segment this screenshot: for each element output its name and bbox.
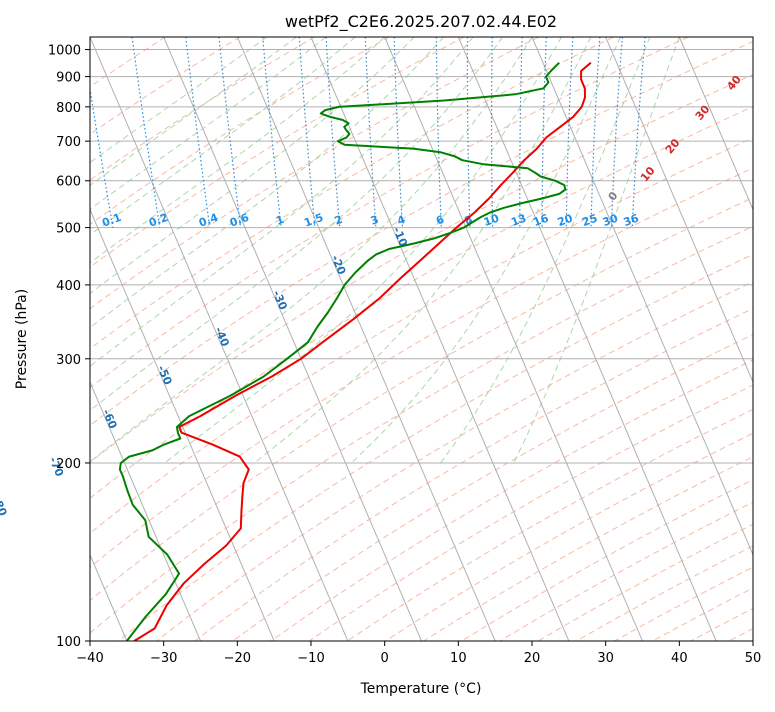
y-tick-label: 800 (56, 101, 81, 116)
y-tick-label: 100 (56, 635, 81, 650)
x-axis-label: Temperature (°C) (360, 681, 482, 697)
y-axis-label: Pressure (hPa) (14, 289, 30, 389)
y-tick-label: 900 (56, 71, 81, 86)
x-tick-label: 20 (524, 651, 541, 666)
y-tick-label: 600 (56, 175, 81, 190)
x-tick-label: 0 (381, 651, 389, 666)
x-tick-label: 10 (450, 651, 467, 666)
y-tick-label: 400 (56, 279, 81, 294)
y-tick-label: 500 (56, 222, 81, 237)
y-tick-label: 700 (56, 135, 81, 150)
y-tick-label: 1000 (48, 44, 81, 59)
x-tick-label: −10 (297, 651, 324, 666)
x-tick-label: −40 (76, 651, 103, 666)
x-tick-label: −20 (224, 651, 251, 666)
x-tick-label: −30 (150, 651, 177, 666)
y-tick-label: 300 (56, 353, 81, 368)
y-tick-label: 200 (56, 457, 81, 472)
x-tick-label: 30 (597, 651, 614, 666)
x-tick-label: 40 (671, 651, 688, 666)
x-tick-label: 50 (745, 651, 762, 666)
chart-title: wetPf2_C2E6.2025.207.02.44.E02 (285, 12, 557, 32)
